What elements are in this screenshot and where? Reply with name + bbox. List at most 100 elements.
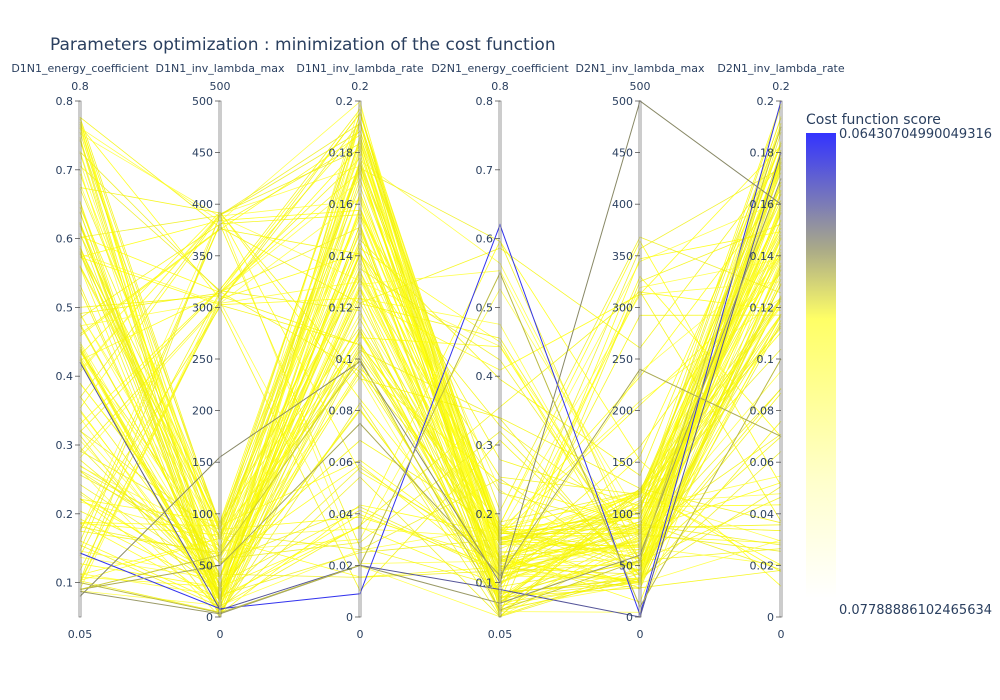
tick-label: 200 (192, 405, 213, 418)
tick-label: 0.04 (750, 508, 775, 521)
axis-4: D2N1_inv_lambda_max 500 00 50 100 150 200 250 30… (576, 62, 705, 641)
axis-max-label: 0.2 (772, 80, 790, 93)
data-line (79, 165, 782, 603)
highlight-line-2 (79, 178, 782, 615)
tick-label: 0.2 (336, 95, 354, 108)
highlight-line-1 (79, 152, 782, 618)
data-line (79, 290, 782, 607)
tick-label: 350 (612, 250, 633, 263)
tick-label: 0.14 (750, 250, 775, 263)
data-line (79, 178, 782, 571)
tick-label: 50 (619, 559, 633, 572)
axis-title: D2N1_inv_lambda_rate (717, 62, 845, 75)
axis-2: D1N1_inv_lambda_rate 0.2 00 0.02 0.04 0.06 0.0… (296, 62, 424, 641)
tick-label: 50 (199, 559, 213, 572)
tick-label: 300 (192, 301, 213, 314)
tick-label: 0.4 (56, 370, 74, 383)
tick-label: 300 (612, 301, 633, 314)
axis-min-label: 0 (217, 628, 224, 641)
tick-label: 350 (192, 250, 213, 263)
tick-label: 100 (612, 508, 633, 521)
axis-line (498, 100, 502, 618)
axis-1: D1N1_inv_lambda_max 500 00 50 100 150 200 250 30… (156, 62, 285, 641)
data-line (79, 145, 782, 588)
tick-label: 500 (192, 95, 213, 108)
tick-label: 0.8 (476, 95, 494, 108)
data-line (79, 145, 782, 371)
tick-label: 0.8 (56, 95, 74, 108)
axis-title: D2N1_energy_coefficient (431, 62, 569, 75)
axis-min-label: 0 (778, 628, 785, 641)
tick-label: 0.08 (329, 405, 354, 418)
colorbar: Cost function score 0.06430704990049316 … (806, 112, 992, 618)
data-line (79, 183, 782, 546)
data-line (79, 184, 782, 580)
tick-label: 0.12 (750, 301, 775, 314)
axis-5: D2N1_inv_lambda_rate 0.2 00 0.02 0.04 0.06 0.0… (717, 62, 845, 641)
data-line (79, 136, 782, 584)
tick-label: 0.7 (476, 164, 494, 177)
data-line (79, 100, 782, 610)
tick-label: 0.14 (329, 250, 354, 263)
axes: D1N1_energy_coefficient 0.8 0.05 0.1 0.2 0.3 0… (11, 62, 845, 641)
tick-label: 0.1 (476, 577, 494, 590)
data-line (79, 119, 782, 571)
tick-label: 0.5 (476, 301, 494, 314)
highlight-line-4 (79, 368, 782, 590)
tick-label: 0.06 (750, 456, 775, 469)
tick-label: 0.06 (329, 456, 354, 469)
tick-label: 0 (767, 611, 774, 624)
tick-label: 0.12 (329, 301, 354, 314)
colorbar-min-label: 0.07788886102465634 (839, 603, 992, 618)
axis-line (78, 100, 82, 618)
tick-label: 0.1 (56, 577, 74, 590)
tick-label: 0.2 (476, 508, 494, 521)
tick-label: 250 (192, 353, 213, 366)
data-line (79, 161, 782, 541)
tick-label: 0.5 (56, 301, 74, 314)
tick-label: 0.7 (56, 164, 74, 177)
axis-title: D1N1_inv_lambda_rate (296, 62, 424, 75)
tick-label: 150 (192, 456, 213, 469)
tick-label: 100 (192, 508, 213, 521)
tick-label: 0.3 (56, 439, 74, 452)
data-line (79, 108, 782, 607)
data-line (79, 179, 782, 590)
tick-label: 0.1 (336, 353, 354, 366)
axis-max-label: 500 (630, 80, 651, 93)
tick-label: 500 (612, 95, 633, 108)
tick-label: 0.4 (476, 370, 494, 383)
data-line (79, 129, 782, 534)
chart-title: Parameters optimization : minimization o… (50, 35, 556, 55)
data-line (79, 148, 782, 591)
tick-label: 0 (346, 611, 353, 624)
axis-max-label: 0.8 (71, 80, 89, 93)
axis-3: D2N1_energy_coefficient 0.8 0.05 0.1 0.2 0.3 0… (431, 62, 569, 641)
colorbar-max-label: 0.06430704990049316 (839, 127, 992, 142)
data-line (79, 244, 782, 596)
data-line (79, 187, 782, 524)
axis-min-label: 0 (357, 628, 364, 641)
tick-label: 0.6 (56, 233, 74, 246)
tick-label: 0.6 (476, 233, 494, 246)
data-line (79, 152, 782, 589)
tick-label: 0.04 (329, 508, 354, 521)
data-line (79, 294, 782, 598)
data-line (79, 160, 782, 560)
data-line (79, 145, 782, 604)
data-line (79, 223, 782, 588)
tick-label: 400 (192, 198, 213, 211)
tick-label: 0.2 (757, 95, 775, 108)
axis-title: D1N1_inv_lambda_max (156, 62, 285, 75)
axis-min-label: 0 (637, 628, 644, 641)
tick-label: 0.16 (750, 198, 775, 211)
data-line (79, 214, 782, 603)
tick-label: 400 (612, 198, 633, 211)
data-line (79, 301, 782, 565)
axis-0: D1N1_energy_coefficient 0.8 0.05 0.1 0.2 0.3 0… (11, 62, 149, 641)
tick-label: 450 (612, 147, 633, 160)
tick-label: 0.1 (757, 353, 775, 366)
data-line (79, 129, 782, 578)
axis-title: D1N1_energy_coefficient (11, 62, 149, 75)
data-line (79, 118, 782, 584)
